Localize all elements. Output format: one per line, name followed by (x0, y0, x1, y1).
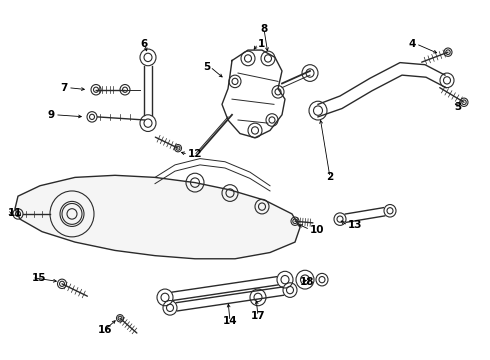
Polygon shape (15, 175, 300, 259)
Text: 16: 16 (98, 325, 112, 335)
Text: 6: 6 (140, 39, 147, 49)
Text: 11: 11 (8, 208, 23, 218)
Text: 14: 14 (222, 316, 237, 327)
Text: 7: 7 (61, 83, 68, 93)
Text: 12: 12 (188, 149, 202, 159)
Text: 2: 2 (326, 172, 334, 183)
Text: 15: 15 (32, 273, 47, 283)
Text: 13: 13 (348, 220, 363, 230)
Text: 5: 5 (203, 62, 210, 72)
Text: 10: 10 (310, 225, 324, 235)
Text: 9: 9 (48, 110, 55, 120)
Text: 8: 8 (260, 24, 268, 34)
Text: 4: 4 (409, 39, 416, 49)
Text: 3: 3 (455, 103, 462, 112)
Text: 1: 1 (258, 39, 265, 49)
Text: 17: 17 (251, 311, 265, 321)
Text: 18: 18 (300, 277, 315, 287)
